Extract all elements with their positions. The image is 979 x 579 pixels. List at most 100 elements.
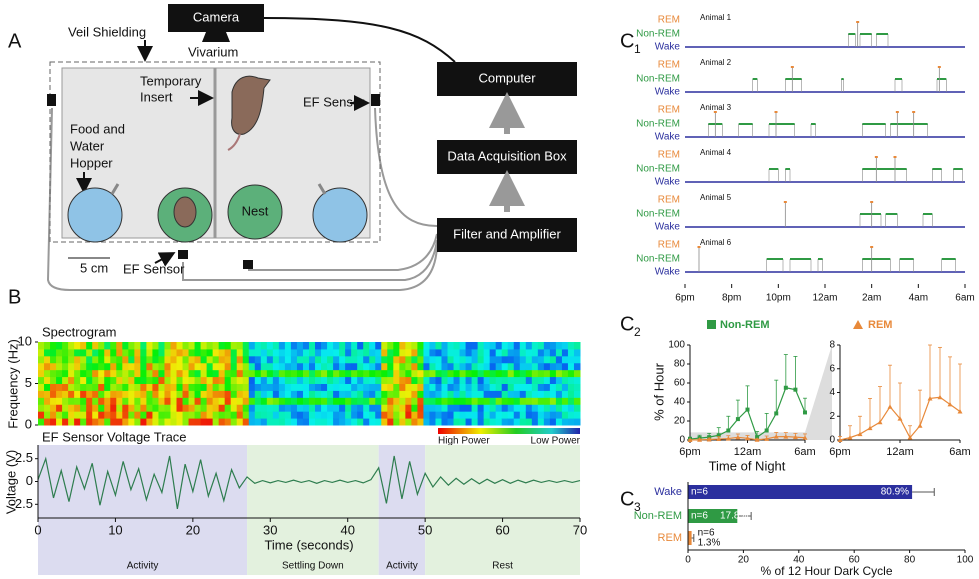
spectrogram-cell (170, 418, 178, 426)
spectrogram-cell (242, 355, 250, 364)
spectrogram-cell (176, 418, 184, 426)
spectrogram-cell (188, 369, 196, 378)
spectrogram-cell (573, 348, 581, 357)
spectrogram-cell (513, 348, 521, 357)
x-tick-label: 6am (955, 293, 974, 304)
spectrogram-cell (387, 342, 394, 350)
spectrogram-cell (519, 390, 527, 398)
y-tick-label: 20 (674, 416, 686, 427)
spectrogram-cell (459, 397, 467, 405)
spectrogram-cell (309, 376, 316, 384)
spectrogram-cell (224, 342, 232, 350)
spectrogram-cell (116, 376, 123, 384)
x-tick-label: 10pm (766, 293, 791, 304)
spectrogram-cell (230, 390, 238, 398)
spectrogram-cell (200, 362, 208, 371)
spectrogram-cell (236, 342, 244, 350)
spectrogram-cell (50, 404, 57, 412)
spectrogram-cell (236, 362, 244, 371)
spectrogram-cell (110, 390, 117, 398)
spectrogram-cell (194, 404, 202, 412)
spectrogram-cell (122, 348, 129, 357)
spectrogram-cell (188, 383, 196, 391)
spectrogram-cell (327, 348, 334, 357)
spectrogram-cell (200, 355, 208, 364)
spectrogram-cell (393, 355, 400, 364)
spectrogram-cell (573, 390, 581, 398)
spectrogram-cell (260, 404, 268, 412)
spectrogram-cell (513, 404, 521, 412)
spectrogram-cell (399, 362, 406, 371)
spectrogram-cell (519, 362, 527, 371)
spectrogram-cell (429, 369, 436, 378)
insert-label: Insert (140, 89, 173, 104)
spectrogram-cell (200, 404, 208, 412)
spectrogram-cell (146, 355, 153, 364)
spectrogram-cell (387, 369, 394, 378)
spectrogram-cell (74, 404, 81, 412)
spectrogram-cell (471, 411, 479, 419)
spectrogram-cell (290, 362, 298, 371)
legend-label: Non-REM (720, 319, 770, 331)
spectrogram-cell (309, 348, 316, 357)
spectrogram-cell (471, 404, 479, 412)
phase-label: Activity (386, 561, 418, 572)
spectrogram-cell (230, 418, 238, 426)
spectrogram-cell (567, 369, 575, 378)
spectrogram-cell (224, 355, 232, 364)
spectrogram-cell (266, 362, 274, 371)
spectrogram-cell (405, 342, 412, 350)
spectrogram-cell (128, 390, 135, 398)
spectrogram-cell (194, 376, 202, 384)
spout (317, 183, 327, 195)
spectrogram-cell (176, 362, 184, 371)
sensor (178, 250, 188, 259)
spectrogram-cell (296, 342, 304, 350)
spectrogram-cell (182, 362, 190, 371)
spectrogram-cell (176, 404, 184, 412)
spectrogram-cell (86, 376, 93, 384)
bar (688, 531, 692, 545)
spectrogram-cell (176, 383, 184, 391)
spectrogram-cell (513, 411, 521, 419)
spectrogram-cell (483, 390, 491, 398)
spectrogram-cell (266, 383, 274, 391)
spectrogram-cell (507, 397, 515, 405)
spectrogram-cell (128, 404, 135, 412)
spectrogram-cell (519, 418, 527, 426)
spectrogram-cell (567, 362, 575, 371)
spectrogram-cell (399, 369, 406, 378)
spectrogram-cell (218, 376, 226, 384)
y-axis-label: Frequency (Hz) (5, 339, 20, 429)
x-tick-label: 12am (812, 293, 837, 304)
spectrogram-cell (302, 404, 310, 412)
spectrogram-cell (134, 369, 141, 378)
vivarium-label: Vivarium (188, 44, 238, 59)
spectrogram-cell (206, 355, 214, 364)
spectrogram-cell (74, 342, 81, 350)
spectrogram-cell (321, 348, 328, 357)
spectrogram-cell (158, 390, 165, 398)
spectrogram-cell (447, 355, 455, 364)
spectrogram-cell (80, 418, 87, 426)
spectrogram-cell (92, 355, 99, 364)
spectrogram-cell (290, 376, 298, 384)
spectrogram-cell (567, 404, 575, 412)
animal-label: Animal 1 (700, 13, 732, 22)
spectrogram-cell (423, 397, 430, 405)
spectrogram-cell (465, 348, 473, 357)
spectrogram-cell (567, 355, 575, 364)
spectrogram-cell (537, 404, 545, 412)
state-label: Wake (655, 42, 681, 53)
spectrogram-cell (200, 376, 208, 384)
spectrogram-cell (495, 390, 503, 398)
spectrogram-cell (134, 397, 141, 405)
spectrogram-cell (561, 376, 569, 384)
spectrogram-cell (242, 390, 250, 398)
spectrogram-cell (236, 383, 244, 391)
spectrogram-cell (80, 376, 87, 384)
spectrogram-cell (134, 404, 141, 412)
spectrogram-cell (339, 376, 346, 384)
spectrogram-cell (537, 411, 545, 419)
spectrogram-cell (230, 369, 238, 378)
